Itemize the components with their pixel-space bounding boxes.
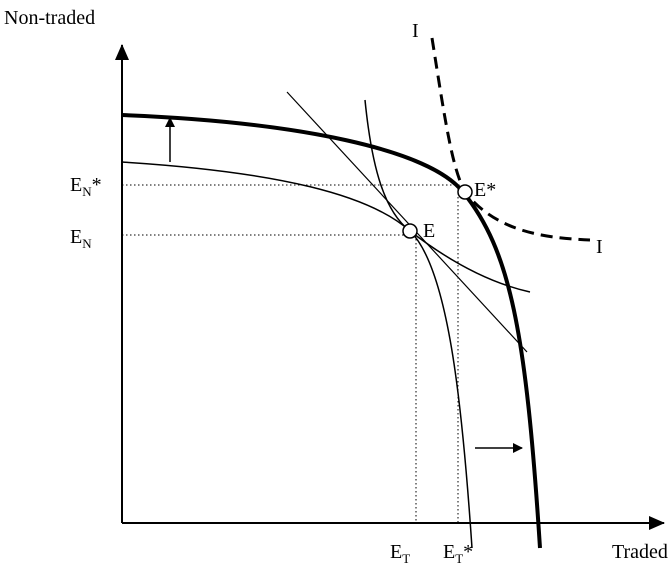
label-main: E (443, 541, 455, 563)
indifference-curve (364, 99, 531, 293)
label: E* (474, 179, 496, 201)
label: I (412, 20, 419, 42)
point-e-star (457, 184, 473, 200)
label: I (596, 236, 603, 258)
label-suffix: * (463, 541, 473, 563)
point-e (402, 223, 418, 239)
label-sub: N (82, 184, 92, 199)
label-sub: N (82, 236, 92, 251)
x-axis-label: Traded (612, 541, 668, 563)
old-ppf (121, 161, 473, 549)
price-line (286, 91, 528, 353)
label-sub: T (455, 551, 463, 566)
label-main: E (70, 226, 82, 248)
label: EN* (70, 174, 102, 199)
label-main: I (412, 20, 419, 42)
label-main: I (596, 236, 603, 258)
guides (122, 184, 462, 523)
label: EN (70, 226, 92, 251)
label-sub: T (402, 551, 410, 566)
label-main: E (423, 220, 435, 242)
y-axis-label: Non-traded (4, 7, 95, 29)
label-main: E (70, 174, 82, 196)
label-main: E (390, 541, 402, 563)
label: ET (390, 541, 410, 566)
label-main: E* (474, 179, 496, 201)
indifference-curve-i (430, 37, 591, 242)
label-suffix: * (92, 174, 102, 196)
label: E (423, 220, 435, 242)
label: ET* (443, 541, 473, 566)
